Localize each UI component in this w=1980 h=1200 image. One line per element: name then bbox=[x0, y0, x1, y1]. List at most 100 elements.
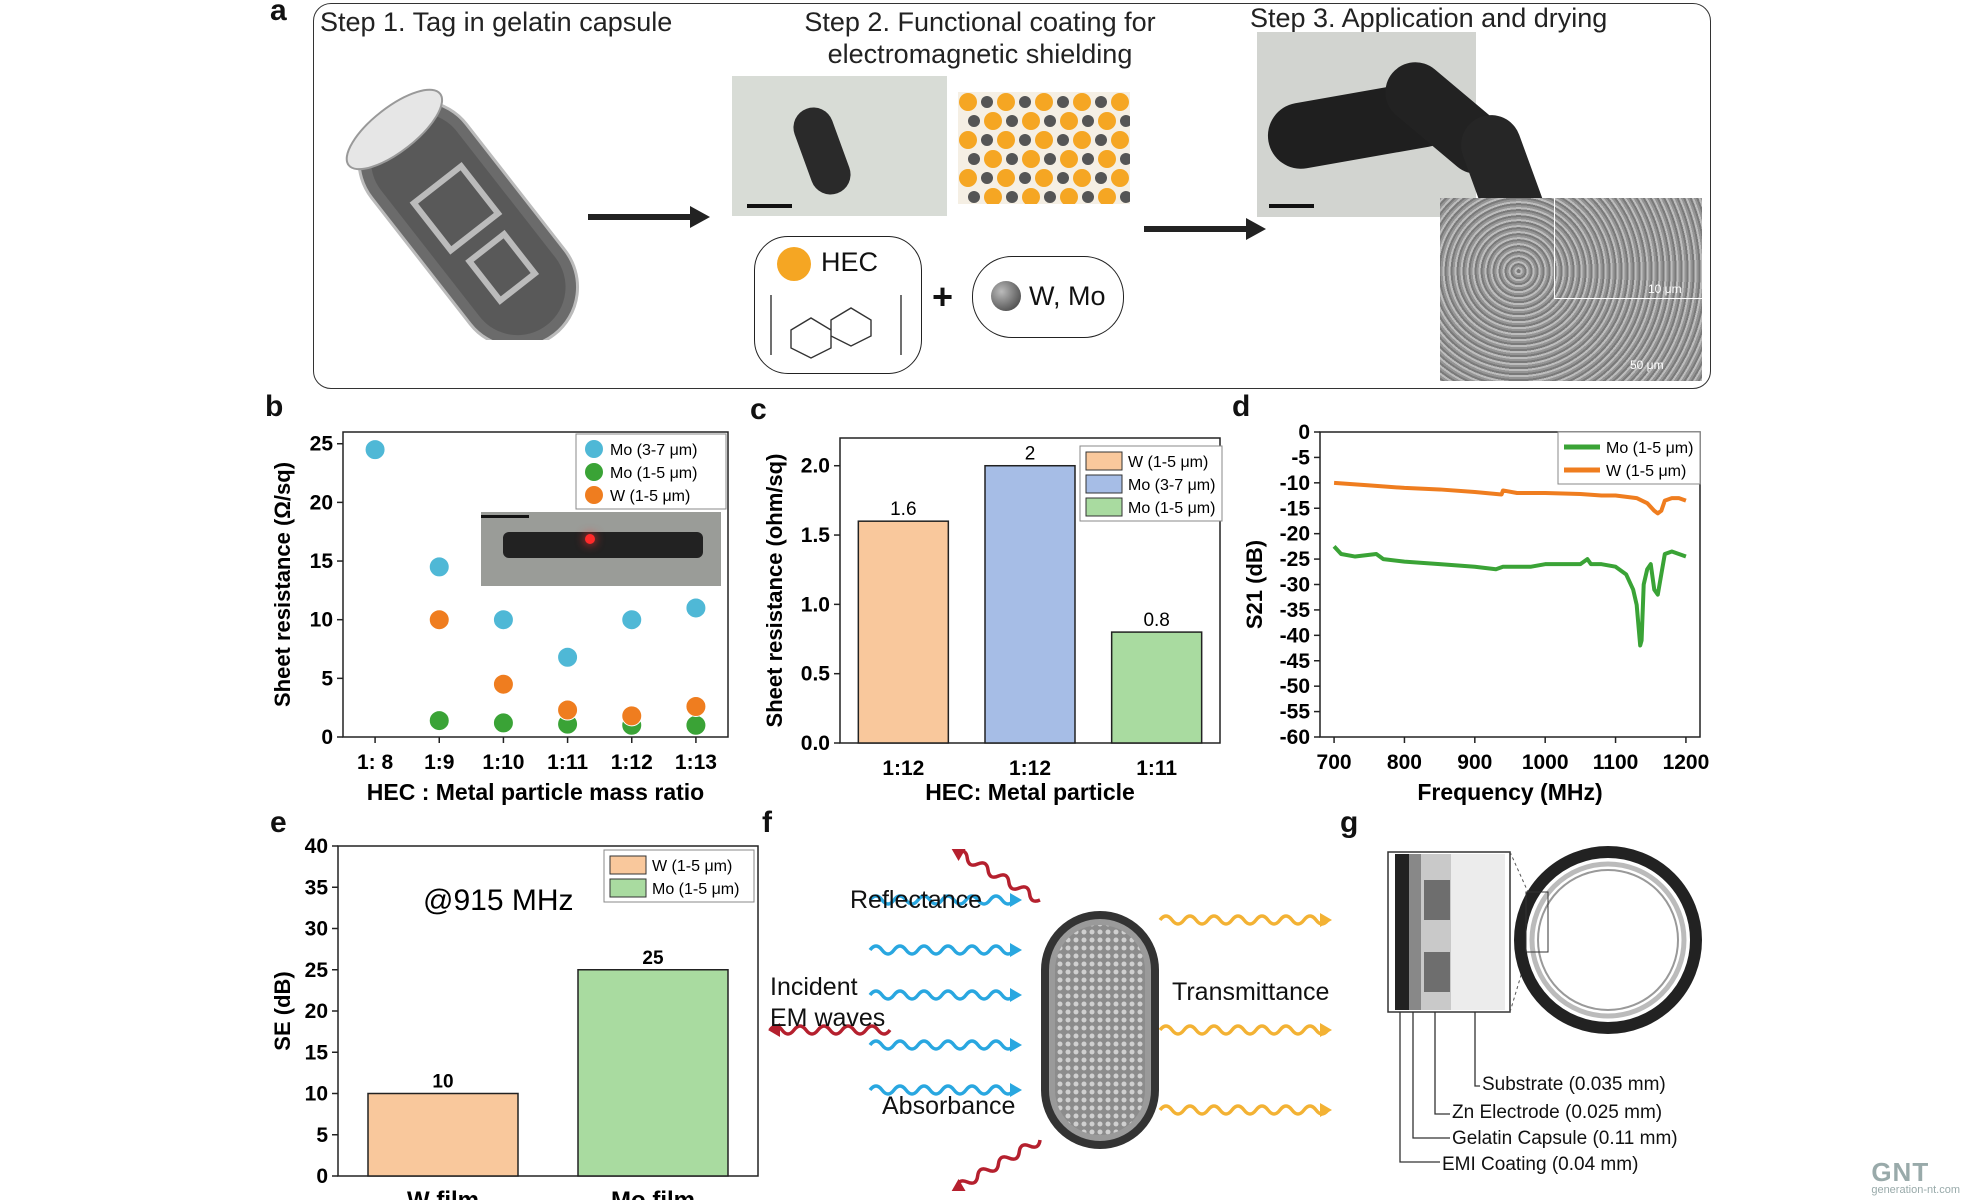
hec-particle bbox=[997, 169, 1015, 187]
x-tick-label: 900 bbox=[1457, 751, 1492, 774]
plot-frame bbox=[342, 431, 729, 738]
hec-label: HEC bbox=[821, 247, 879, 277]
data-point bbox=[492, 712, 514, 734]
hec-particle-icon bbox=[777, 247, 811, 281]
step2-line1: Step 2. Functional coating for bbox=[804, 7, 1156, 37]
metal-bubble: W, Mo bbox=[972, 256, 1124, 338]
data-point bbox=[428, 556, 450, 578]
y-tick-label: 25 bbox=[305, 959, 329, 982]
hec-structure-icon bbox=[770, 295, 902, 359]
y-tick-label: 5 bbox=[321, 667, 333, 690]
absorbance-label: Absorbance bbox=[882, 1092, 1016, 1120]
transmitted-wave bbox=[1158, 1104, 1330, 1116]
legend-marker bbox=[585, 463, 603, 481]
data-point bbox=[685, 597, 707, 619]
y-tick-label: 35 bbox=[305, 876, 329, 899]
arrow-head-1-icon bbox=[690, 206, 710, 228]
metal-particle bbox=[968, 153, 980, 165]
bar-value-label: 1.6 bbox=[890, 499, 916, 520]
sem-inset-scale-label: 10 μm bbox=[1648, 282, 1682, 296]
data-point bbox=[428, 609, 450, 631]
chart-c-sheet-resistance-bars: 0.0 0.5 1.0 1.5 2.0 Sheet resistance (ohm/sq)… bbox=[762, 437, 1223, 805]
metal-particle bbox=[1057, 172, 1069, 184]
reflected-wave-arrowhead bbox=[768, 1023, 780, 1037]
panel-g-layer-diagram bbox=[1387, 846, 1702, 1163]
incident-wave bbox=[868, 1084, 1016, 1096]
step2-title: Step 2. Functional coating for electroma… bbox=[720, 6, 1240, 70]
metal-particle bbox=[1120, 115, 1130, 127]
x-axis-label: Frequency (MHz) bbox=[1417, 779, 1602, 805]
x-tick-label: 800 bbox=[1387, 751, 1422, 774]
legend-swatch bbox=[1085, 497, 1123, 517]
chart-d-s21-frequency: 0-5 -10-15 -20-25 -30-35-40 -45-50 -55-60 S21 … bbox=[1242, 421, 1709, 805]
y-tick-label: 0.0 bbox=[801, 732, 830, 755]
incident-wave-arrowhead bbox=[1010, 1038, 1022, 1052]
panel-letter-b: b bbox=[265, 390, 284, 423]
y-tick-label: 40 bbox=[305, 835, 328, 858]
reflected-wave-arrowhead bbox=[951, 848, 966, 862]
data-point bbox=[492, 609, 514, 631]
data-point bbox=[685, 714, 707, 736]
transmitted-wave bbox=[1158, 1024, 1330, 1036]
metal-particle bbox=[1095, 134, 1107, 146]
bar bbox=[1110, 631, 1203, 744]
y-tick-label: 0.5 bbox=[801, 663, 831, 686]
hec-particle bbox=[1111, 131, 1129, 149]
y-tick-label: 10 bbox=[310, 609, 333, 632]
legend-swatch bbox=[1085, 451, 1123, 471]
x-tick-label: 1:9 bbox=[424, 751, 454, 774]
y-tick-label: 0 bbox=[1298, 421, 1310, 444]
metal-particle bbox=[1006, 153, 1018, 165]
x-tick-label: 700 bbox=[1317, 751, 1352, 774]
arrow-head-2-icon bbox=[1246, 218, 1266, 240]
reflectance-label: Reflectance bbox=[850, 886, 983, 914]
panel-letter-f: f bbox=[762, 806, 772, 839]
legend-label: Mo (1-5 μm) bbox=[1606, 440, 1693, 457]
reflected-wave bbox=[956, 849, 1041, 903]
layer-label-substrate: Substrate (0.035 mm) bbox=[1482, 1074, 1666, 1095]
y-tick-label: 10 bbox=[305, 1083, 328, 1106]
annotation-frequency: @915 MHz bbox=[423, 884, 574, 917]
reflected-wave bbox=[955, 1139, 1042, 1189]
legend-swatch bbox=[609, 855, 647, 875]
transmitted-wave-arrowhead bbox=[1320, 1023, 1332, 1037]
metal-particle-icon bbox=[991, 281, 1021, 311]
reflected-wave bbox=[768, 1024, 892, 1036]
data-point bbox=[685, 696, 707, 717]
chart-e-shielding-effectiveness: 0 5 10 15 20 25 30 35 40 SE (dB) 10 W film 25 Mo film… bbox=[270, 835, 759, 1200]
metal-particle bbox=[1095, 172, 1107, 184]
hec-particle bbox=[959, 169, 977, 187]
led-icon bbox=[585, 534, 595, 544]
legend-label: W (1-5 μm) bbox=[1606, 463, 1686, 480]
x-axis-label: HEC: Metal particle bbox=[925, 779, 1135, 805]
x-tick-label: 1:12 bbox=[611, 751, 653, 774]
x-tick-label: 1000 bbox=[1522, 751, 1569, 774]
metal-particle bbox=[1120, 191, 1130, 203]
data-point bbox=[492, 673, 514, 695]
scale-bar-2 bbox=[1269, 204, 1314, 208]
chart-b-sheet-resistance-scatter: 0 5 10 15 20 25 Sheet resistance (Ω/sq) HEC : M… bbox=[270, 431, 729, 805]
y-tick-label: -45 bbox=[1280, 650, 1311, 673]
metal-particle bbox=[981, 172, 993, 184]
hec-particle bbox=[984, 150, 1002, 168]
incident-label: Incident EM waves bbox=[770, 972, 885, 1034]
panel-letter-e: e bbox=[270, 806, 287, 839]
y-tick-label: 15 bbox=[305, 1041, 329, 1064]
x-tick-label: 1:12 bbox=[1009, 757, 1051, 780]
metal-particle bbox=[1044, 115, 1056, 127]
bar-value-label: 10 bbox=[432, 1072, 453, 1093]
hec-particle bbox=[1073, 169, 1091, 187]
panel-letter-c: c bbox=[750, 393, 767, 426]
y-axis-label: Sheet resistance (Ω/sq) bbox=[270, 462, 295, 707]
led-circuit-photo bbox=[481, 512, 721, 586]
legend-label: Mo (1-5 μm) bbox=[652, 881, 739, 898]
step2-line2: electromagnetic shielding bbox=[827, 39, 1133, 69]
metal-particle bbox=[981, 96, 993, 108]
bar-value-label: 25 bbox=[642, 948, 664, 969]
panel-a-frame bbox=[313, 3, 1711, 389]
y-tick-label: -35 bbox=[1280, 599, 1311, 622]
metal-particle bbox=[1019, 134, 1031, 146]
hec-particle bbox=[1098, 150, 1116, 168]
y-tick-label: -30 bbox=[1280, 574, 1310, 597]
coating-photo bbox=[732, 76, 947, 216]
